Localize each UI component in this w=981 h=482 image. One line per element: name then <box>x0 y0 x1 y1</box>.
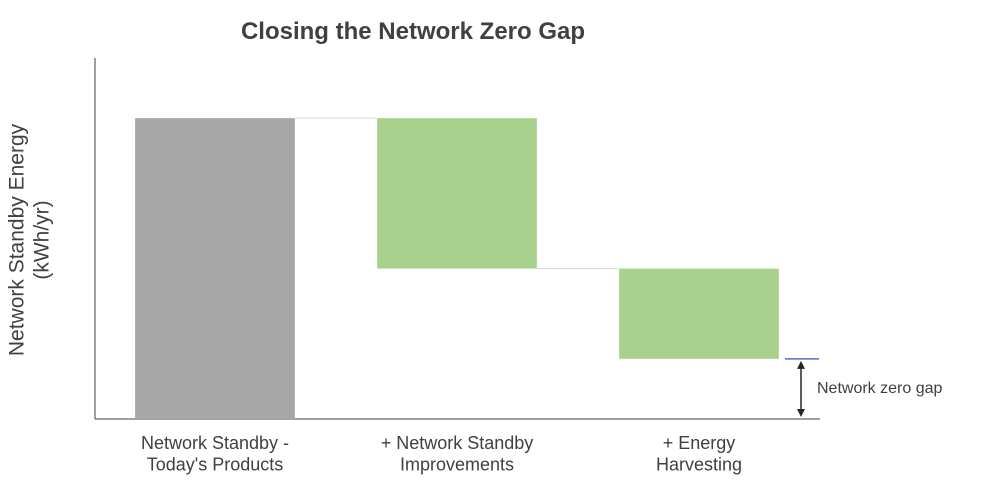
x-tick-label: Network Standby -Today's Products <box>141 433 289 475</box>
y-axis-label: Network Standby Energy (kWh/yr) <box>5 123 53 356</box>
annotation: Network zero gap <box>817 380 942 397</box>
x-tick-label: + Network Standby Improvements <box>381 433 534 475</box>
arrow-head <box>797 409 805 417</box>
bar <box>619 268 779 359</box>
bar <box>135 118 295 420</box>
x-tick-label: + Energy Harvesting <box>656 433 742 475</box>
arrow-head <box>797 360 805 369</box>
chart-title: Closing the Network Zero Gap <box>241 18 585 45</box>
bar <box>377 118 537 269</box>
